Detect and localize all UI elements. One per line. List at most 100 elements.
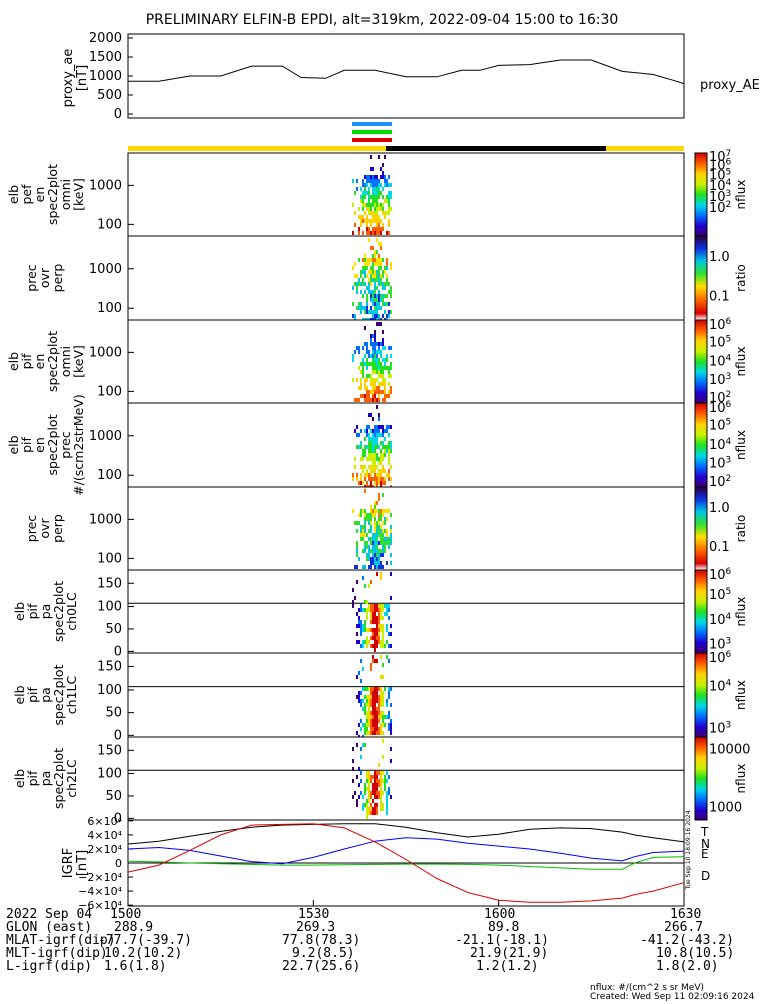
ytick-label: 100 (97, 600, 122, 615)
spectrogram-cell (372, 445, 374, 449)
spectrogram-cell (390, 191, 392, 195)
spectrogram-cell (380, 258, 382, 262)
spectrogram-cell (370, 636, 372, 640)
spectrogram-cell (372, 557, 374, 561)
spectrogram-cell (380, 513, 382, 517)
spectrogram-cell (380, 370, 382, 374)
spectrogram-cell (372, 298, 374, 302)
spectrogram-cell (366, 262, 368, 266)
spectrogram-cell (386, 795, 388, 799)
spectrogram-cell (378, 187, 380, 191)
spectrogram-cell (362, 533, 364, 537)
spectrogram-cell (362, 457, 364, 461)
ytick-label: 1000 (89, 512, 122, 527)
spectrogram-cell (390, 445, 392, 449)
spectrogram-cell (374, 501, 376, 505)
spectrogram-cell (380, 807, 382, 811)
spectrogram-cell (366, 513, 368, 517)
spectrogram-cell (372, 655, 374, 659)
spectrogram-cells (352, 405, 392, 489)
spectrogram-cell (368, 199, 370, 203)
spectrogram-cell (390, 795, 392, 799)
spectrogram-cell (374, 441, 376, 445)
spectrogram-cell (370, 525, 372, 529)
spectrogram-cell (388, 644, 390, 648)
spectrogram-cell (370, 469, 372, 473)
spectrogram-cell (374, 219, 376, 223)
spectrogram-cell (366, 807, 368, 811)
spectrogram-cell (386, 811, 388, 815)
spectrogram-cell (380, 723, 382, 727)
spectrogram-cell (390, 366, 392, 370)
spectrogram-cell (362, 795, 364, 799)
spectrogram-cell (360, 302, 362, 306)
spectrogram-cell (354, 223, 356, 227)
spectrogram-cell (358, 699, 360, 703)
ytick-label: 0 (114, 811, 122, 826)
spectrogram-cell (366, 286, 368, 290)
spectrogram-cell (386, 274, 388, 278)
spectrogram-cell (360, 199, 362, 203)
spectrogram-cell (390, 346, 392, 350)
spectrogram-cell (360, 679, 362, 683)
spectrogram-cell (364, 386, 366, 390)
spectrogram-cell (378, 640, 380, 644)
spectrogram-cell (366, 699, 368, 703)
spectrogram-cell (388, 366, 390, 370)
spectrogram-cell (378, 553, 380, 557)
spectrogram-cell (380, 640, 382, 644)
ylabel-line: pif (19, 353, 34, 369)
spectrogram-cell (364, 703, 366, 707)
spectrogram-cell (368, 390, 370, 394)
spectrogram-cell (366, 545, 368, 549)
ytick-label: 150 (97, 743, 122, 758)
spectrogram-cell (374, 632, 376, 636)
spectrogram-cell (368, 413, 370, 417)
spectrogram-cell (374, 465, 376, 469)
spectrogram-cell (380, 791, 382, 795)
spectrogram-cell (382, 195, 384, 199)
panel-elb_pif_en_spec2plot_omni: 1000100elbpifenspec2plotomni[keV]1061051… (6, 317, 748, 406)
spectrogram-cell (384, 286, 386, 290)
spectrogram-cell (382, 366, 384, 370)
spectrogram-cell (364, 525, 366, 529)
spectrogram-cell (370, 155, 372, 159)
spectrogram-cell (360, 537, 362, 541)
spectrogram-cell (370, 644, 372, 648)
spectrogram-cell (378, 731, 380, 735)
spectrogram-cell (370, 382, 372, 386)
ylabel-line: pif (25, 603, 40, 619)
x-axis-annotation-block: 2022 Sep 04 1500 1530 1600 1630 GLON (ea… (0, 906, 775, 1002)
spectrogram-cell (370, 691, 372, 695)
ytick-label: 100 (97, 468, 122, 483)
colorbar-fill (694, 235, 708, 321)
spectrogram-cell (372, 358, 374, 362)
spectrogram-cell (360, 306, 362, 310)
spectrogram-cell (376, 195, 378, 199)
colorbar-label: nflux (734, 180, 748, 210)
ylabel-line: pif (25, 770, 40, 786)
spectrogram-cell (374, 278, 376, 282)
spectrogram-cell (378, 549, 380, 553)
spectrogram-cell (360, 370, 362, 374)
spectrogram-cell (360, 481, 362, 485)
igrf-ytick-label: 4×10⁴ (87, 829, 122, 842)
spectrogram-cell (364, 449, 366, 453)
spectrogram-cell (364, 640, 366, 644)
spectrogram-cell (374, 616, 376, 620)
spectrogram-cell (380, 565, 382, 569)
spectrogram-cell (372, 791, 374, 795)
spectrogram-cell (380, 655, 382, 659)
spectrogram-cell (378, 191, 380, 195)
spectrogram-cell (372, 453, 374, 457)
spectrogram-cells (352, 238, 392, 322)
spectrogram-cell (364, 429, 366, 433)
spectrogram-cell (374, 282, 376, 286)
colorbar-tick-label: 102 (709, 474, 731, 490)
spectrogram-cell (370, 663, 372, 667)
spectrogram-cell (386, 529, 388, 533)
spectrogram-cell (388, 382, 390, 386)
spectrogram-cell (364, 731, 366, 735)
spectrogram-cell (362, 183, 364, 187)
spectrogram-cell (372, 302, 374, 306)
